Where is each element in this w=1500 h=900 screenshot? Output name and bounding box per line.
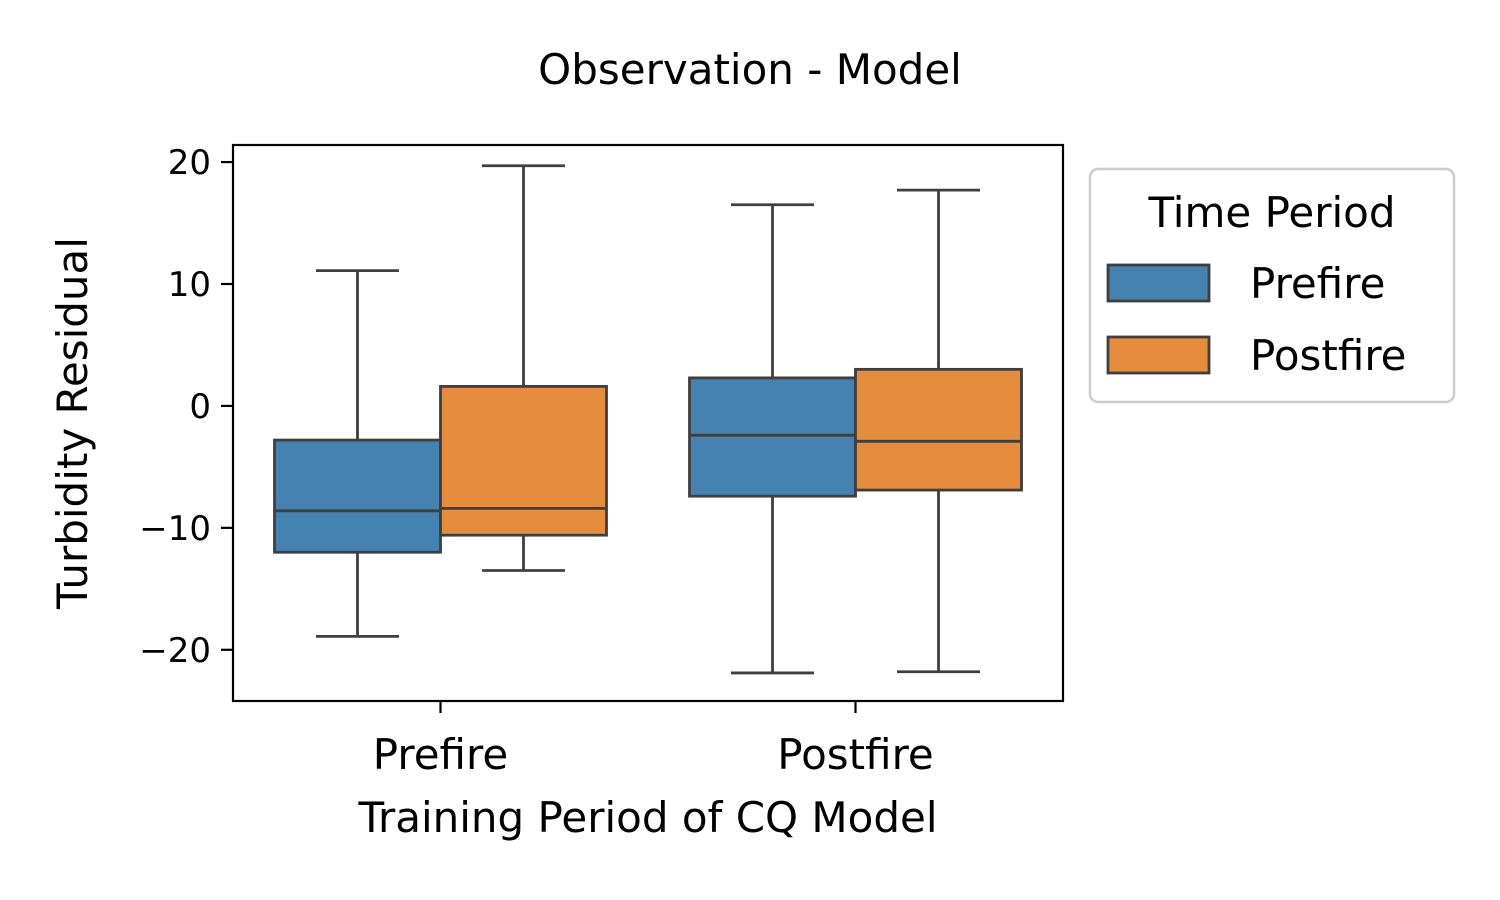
y-tick-label: 0 (189, 387, 211, 427)
y-tick-label: 20 (168, 143, 211, 183)
y-axis-label: Turbidity Residual (48, 237, 97, 610)
legend-label: Postfire (1250, 331, 1407, 380)
legend-entry-prefire: Prefire (1106, 259, 1385, 308)
box-prefire-postfire (688, 203, 857, 675)
box-iqr (273, 438, 442, 554)
box-iqr (439, 385, 608, 537)
chart-title: Observation - Model (538, 45, 962, 94)
box-postfire-prefire (439, 164, 608, 572)
box-postfire-postfire (854, 188, 1023, 674)
x-tick-label: Postfire (777, 730, 934, 779)
x-axis: Prefire Postfire (373, 701, 934, 779)
legend: Time Period Prefire Postfire (1088, 167, 1456, 404)
axes-frame (231, 143, 1065, 703)
y-axis: 20 10 0 −10 −20 (139, 143, 233, 671)
legend-entry-postfire: Postfire (1106, 331, 1407, 380)
legend-title: Time Period (1147, 188, 1395, 237)
box-iqr (854, 367, 1023, 492)
x-tick-label: Prefire (373, 730, 508, 779)
legend-swatch (1106, 263, 1211, 303)
legend-swatch (1106, 335, 1211, 375)
legend-label: Prefire (1250, 259, 1385, 308)
x-axis-label: Training Period of CQ Model (357, 793, 937, 842)
y-tick-label: −20 (139, 631, 211, 671)
plot-area (273, 164, 1023, 675)
box-prefire-prefire (273, 269, 442, 638)
y-tick-label: 10 (168, 265, 211, 305)
box-iqr (688, 376, 857, 498)
y-tick-label: −10 (139, 509, 211, 549)
